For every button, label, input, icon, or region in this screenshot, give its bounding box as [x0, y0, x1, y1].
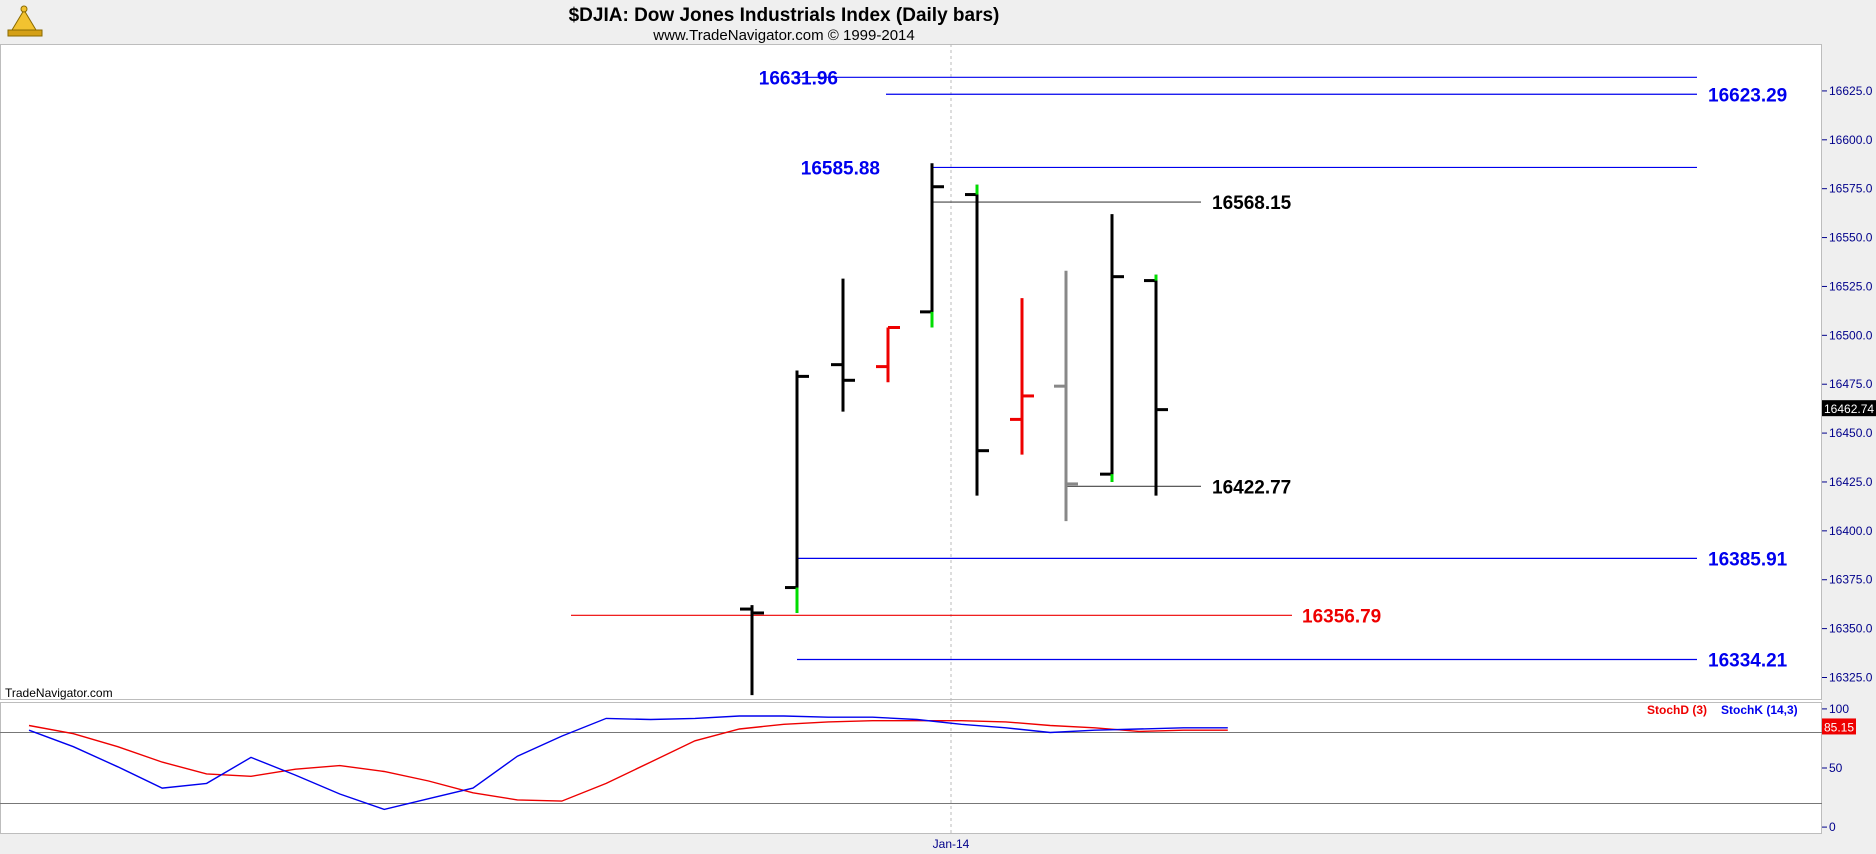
price-tick-label: 16375.0 — [1829, 573, 1873, 587]
level-label: 16334.21 — [1708, 650, 1788, 671]
level-16568-15: 16568.15 — [932, 193, 1292, 214]
ohlc-bar — [876, 326, 900, 383]
price-tick-label: 16325.0 — [1829, 670, 1873, 684]
price-tick-label: 16625.0 — [1829, 84, 1873, 98]
stoch-legend: StochD (3) StochK (14,3) — [1647, 703, 1798, 717]
price-tick-label: 16575.0 — [1829, 182, 1873, 196]
level-16385-91: 16385.91 — [797, 549, 1788, 570]
level-label: 16385.91 — [1708, 549, 1788, 570]
level-label: 16585.88 — [801, 158, 880, 179]
level-label: 16631.96 — [759, 68, 838, 89]
stoch-last-label: 85.15 — [1824, 720, 1854, 734]
x-axis-strip — [0, 834, 1876, 854]
price-tick-label: 16450.0 — [1829, 426, 1873, 440]
watermark: TradeNavigator.com — [5, 686, 113, 700]
price-panel-border — [0, 44, 1822, 700]
stoch-line-k — [28, 715, 1228, 811]
price-y-ticks: 16625.0 16600.0 16575.0 16550.0 16525.0 16500… — [1822, 84, 1873, 684]
price-tick-label: 16550.0 — [1829, 231, 1873, 245]
ohlc-bar — [965, 184, 989, 496]
stoch-reference-lines — [0, 732, 1822, 804]
ohlc-bar — [920, 163, 944, 328]
level-label: 16623.29 — [1708, 85, 1787, 106]
price-tick-label: 16400.0 — [1829, 524, 1873, 538]
ohlc-bar — [831, 278, 855, 412]
stoch-tick-label: 100 — [1829, 702, 1849, 716]
level-16356-79: 16356.79 — [571, 606, 1381, 627]
stoch-last-box — [1822, 718, 1856, 735]
stoch-y-ticks: 100 50 0 — [1822, 702, 1849, 834]
price-tick-label: 16475.0 — [1829, 377, 1873, 391]
level-16422-77: 16422.77 — [1066, 477, 1291, 498]
chart-title: $DJIA: Dow Jones Industrials Index (Dail… — [569, 5, 1000, 26]
ohlc-bar — [740, 605, 764, 696]
stoch-series: 85.15 — [28, 715, 1856, 811]
trade-navigator-logo — [7, 5, 43, 37]
header-band — [0, 0, 1876, 44]
x-axis-label: Jan-14 — [933, 837, 970, 851]
price-tick-label: 16500.0 — [1829, 328, 1873, 342]
ohlc-bar — [1100, 214, 1124, 482]
ohlc-bar — [1054, 270, 1078, 522]
level-16623-29: 16623.29 — [886, 85, 1787, 106]
stoch-tick-label: 0 — [1829, 820, 1836, 834]
level-16585-88: 16585.88 — [801, 158, 1697, 179]
level-label: 16422.77 — [1212, 477, 1291, 498]
stoch-panel-border — [0, 702, 1822, 834]
ohlc-bar — [785, 370, 809, 613]
ohlc-bars — [740, 163, 1168, 696]
price-tick-label: 16350.0 — [1829, 622, 1873, 636]
support-resistance-levels: 16631.96 16623.29 16585.88 16568.15 16422.77… — [571, 68, 1788, 671]
price-tick-label: 16525.0 — [1829, 279, 1873, 293]
stoch-line-d — [28, 720, 1228, 802]
level-16334-21: 16334.21 — [797, 650, 1788, 671]
level-16631-96: 16631.96 — [759, 68, 1697, 89]
last-price-box — [1822, 400, 1876, 417]
ohlc-bar — [1144, 274, 1168, 496]
chart-subtitle: www.TradeNavigator.com © 1999-2014 — [652, 27, 914, 44]
level-label: 16356.79 — [1302, 606, 1381, 627]
stoch-tick-label: 50 — [1829, 761, 1843, 775]
legend-stochd: StochD (3) — [1647, 703, 1707, 717]
price-tick-label: 16600.0 — [1829, 133, 1873, 147]
last-price-marker: 16462.74 — [1822, 400, 1876, 417]
level-label: 16568.15 — [1212, 193, 1292, 214]
price-tick-label: 16425.0 — [1829, 475, 1873, 489]
last-price-label: 16462.74 — [1824, 402, 1874, 416]
legend-stochk: StochK (14,3) — [1721, 703, 1798, 717]
ohlc-bar — [1010, 298, 1034, 455]
